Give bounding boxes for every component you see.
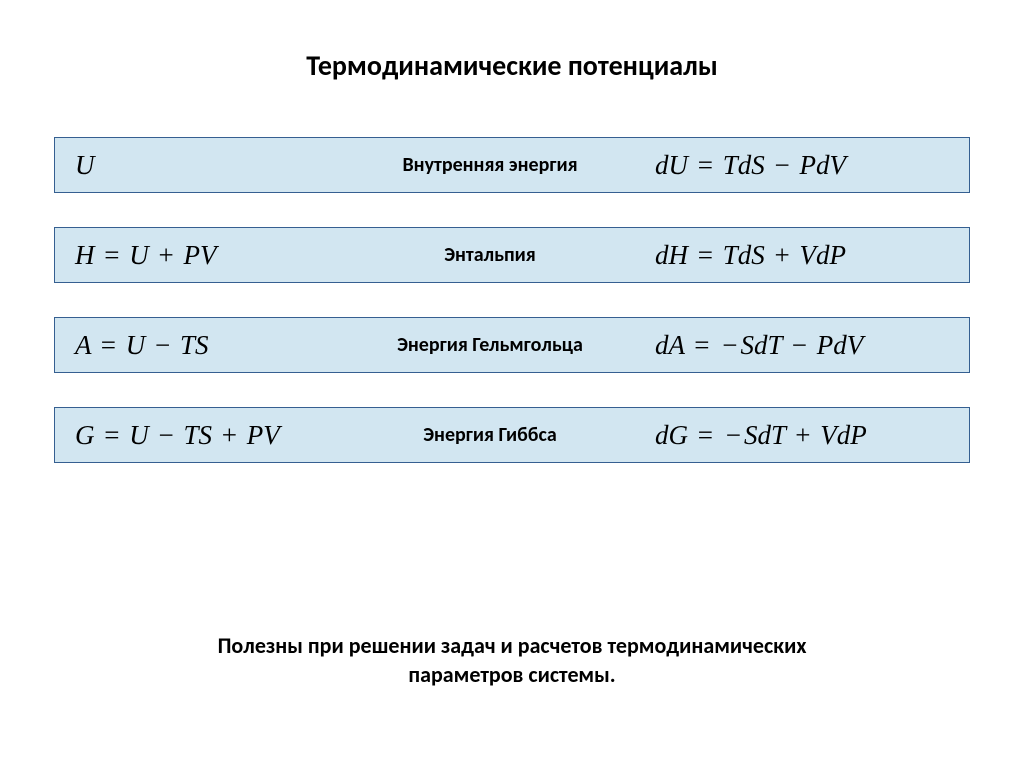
- potential-row: H = U + PV Энтальпия dH = TdS + VdP: [54, 227, 970, 283]
- definition-formula: A = U − TS: [69, 330, 335, 361]
- potential-row: A = U − TS Энергия Гельмгольца dA = −SdT…: [54, 317, 970, 373]
- footer-line: параметров системы.: [408, 661, 615, 688]
- potential-name: Внутренняя энергия: [335, 153, 645, 177]
- differential-formula: dG = −SdT + VdP: [645, 420, 955, 451]
- differential-formula: dH = TdS + VdP: [645, 240, 955, 271]
- slide: Термодинамические потенциалы U Внутрення…: [0, 0, 1024, 768]
- potential-name: Энтальпия: [335, 243, 645, 267]
- definition-formula: U: [69, 150, 335, 181]
- potential-row: G = U − TS + PV Энергия Гиббса dG = −SdT…: [54, 407, 970, 463]
- potential-row: U Внутренняя энергия dU = TdS − PdV: [54, 137, 970, 193]
- definition-formula: G = U − TS + PV: [69, 420, 335, 451]
- differential-formula: dU = TdS − PdV: [645, 150, 955, 181]
- differential-formula: dA = −SdT − PdV: [645, 330, 955, 361]
- footer-text: Полезны при решении задач и расчетов тер…: [0, 631, 1024, 690]
- potential-name: Энергия Гельмгольца: [335, 333, 645, 357]
- potential-name: Энергия Гиббса: [335, 423, 645, 447]
- footer-line: Полезны при решении задач и расчетов тер…: [218, 632, 807, 659]
- rows-container: U Внутренняя энергия dU = TdS − PdV H = …: [48, 137, 976, 463]
- definition-formula: H = U + PV: [69, 240, 335, 271]
- slide-title: Термодинамические потенциалы: [48, 48, 976, 83]
